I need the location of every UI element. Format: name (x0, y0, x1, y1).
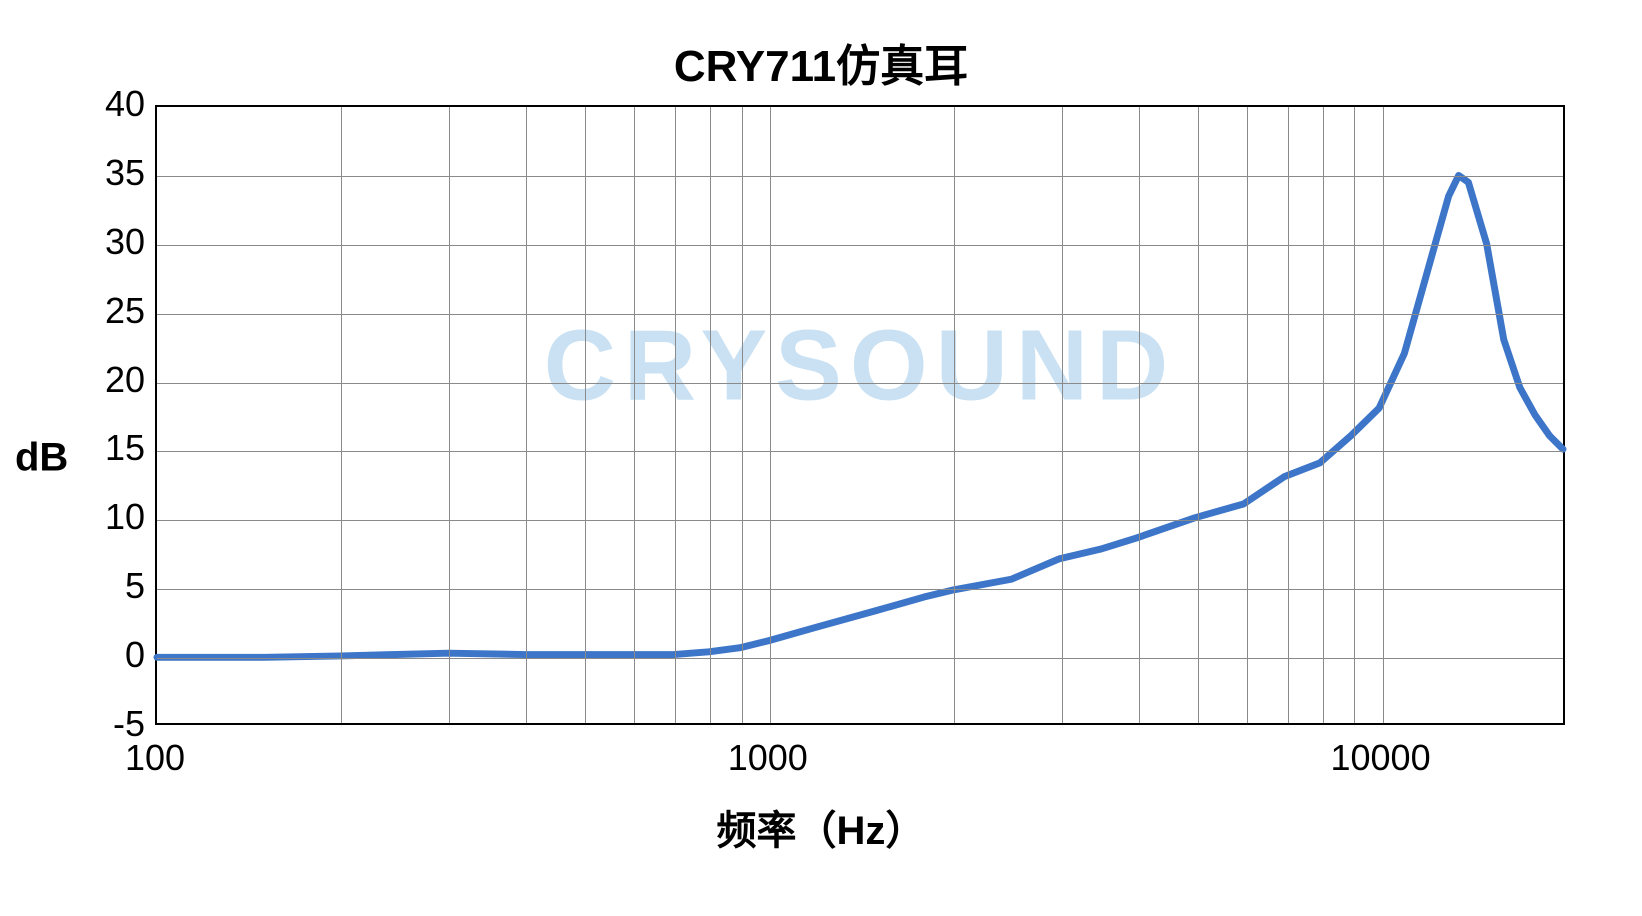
y-tick-label: 25 (85, 290, 145, 332)
y-tick-label: 40 (85, 83, 145, 125)
gridline-horizontal (157, 314, 1563, 315)
y-axis-label: dB (15, 436, 68, 481)
gridline-vertical (341, 107, 342, 723)
x-tick-label: 10000 (1330, 737, 1430, 779)
gridline-vertical (634, 107, 635, 723)
y-tick-label: 35 (85, 152, 145, 194)
gridline-vertical (1139, 107, 1140, 723)
gridline-horizontal (157, 658, 1563, 659)
response-curve-path (157, 175, 1563, 657)
gridline-horizontal (157, 451, 1563, 452)
frequency-response-curve (157, 107, 1563, 723)
y-tick-label: 0 (85, 634, 145, 676)
y-tick-label: 10 (85, 496, 145, 538)
gridline-vertical (742, 107, 743, 723)
gridline-vertical (710, 107, 711, 723)
y-tick-label: 15 (85, 427, 145, 469)
gridline-vertical (1062, 107, 1063, 723)
gridline-horizontal (157, 176, 1563, 177)
gridline-vertical (1198, 107, 1199, 723)
gridline-vertical (526, 107, 527, 723)
gridline-horizontal (157, 589, 1563, 590)
gridline-horizontal (157, 383, 1563, 384)
x-axis-label: 频率（Hz） (0, 798, 1642, 856)
x-tick-label: 1000 (728, 737, 808, 779)
gridline-vertical (1247, 107, 1248, 723)
chart-container: CRY711仿真耳 dB 频率（Hz） CRYSOUND -5051015202… (0, 0, 1642, 916)
gridline-vertical (675, 107, 676, 723)
plot-area: CRYSOUND (155, 105, 1565, 725)
gridline-vertical (1323, 107, 1324, 723)
x-tick-label: 100 (125, 737, 185, 779)
gridline-vertical (1288, 107, 1289, 723)
y-tick-label: 30 (85, 221, 145, 263)
gridline-vertical (770, 107, 771, 723)
gridline-vertical (449, 107, 450, 723)
gridline-vertical (585, 107, 586, 723)
gridline-vertical (1354, 107, 1355, 723)
chart-title: CRY711仿真耳 (0, 30, 1642, 94)
gridline-horizontal (157, 520, 1563, 521)
y-tick-label: 20 (85, 359, 145, 401)
y-tick-label: 5 (85, 565, 145, 607)
gridline-vertical (1383, 107, 1384, 723)
gridline-horizontal (157, 245, 1563, 246)
gridline-vertical (954, 107, 955, 723)
